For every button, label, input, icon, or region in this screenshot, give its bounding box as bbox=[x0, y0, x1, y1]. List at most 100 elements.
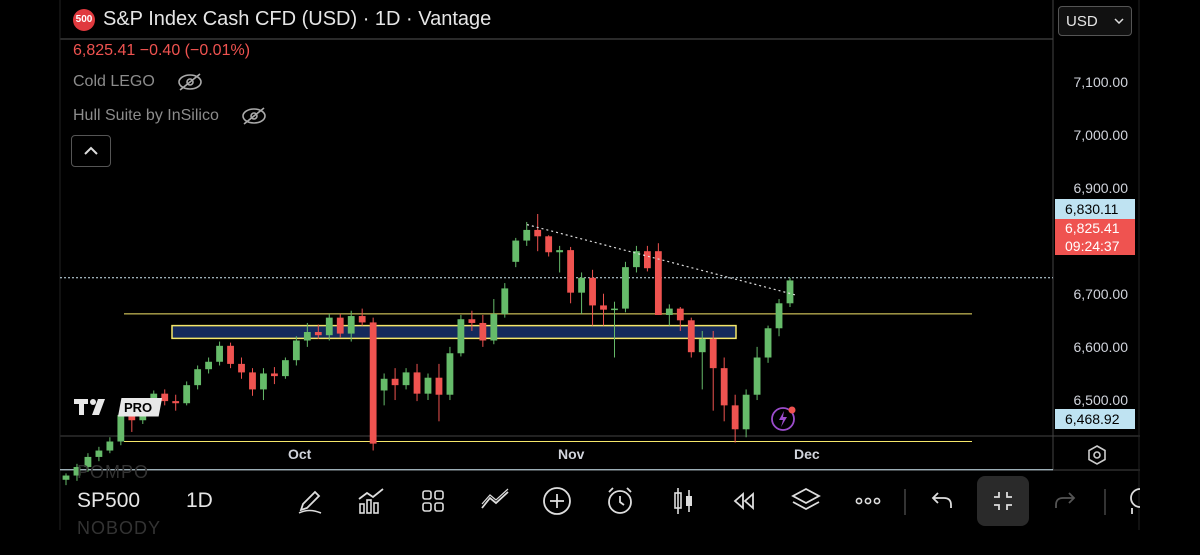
layers-icon[interactable] bbox=[789, 484, 823, 518]
pro-badge: PRO bbox=[118, 397, 163, 417]
candle-body bbox=[643, 251, 651, 269]
price-tick: 6,600.00 bbox=[1073, 339, 1129, 355]
time-tick: Dec bbox=[794, 446, 820, 462]
indicator-label: Cold LEGO bbox=[73, 73, 155, 90]
indicator-label: Hull Suite by InSilico bbox=[73, 107, 219, 124]
redo-icon[interactable] bbox=[1049, 484, 1083, 518]
lower-level-tag: 6,468.92 bbox=[1055, 409, 1135, 429]
candle-body bbox=[281, 360, 289, 377]
candle-body bbox=[654, 251, 662, 315]
interval-button[interactable]: 1D bbox=[186, 489, 213, 512]
candle-body bbox=[446, 353, 454, 395]
candle-body bbox=[369, 322, 377, 444]
chevron-up-icon bbox=[84, 146, 98, 155]
currency-value: USD bbox=[1066, 12, 1098, 30]
candle-body bbox=[62, 475, 70, 480]
candle-body bbox=[764, 328, 772, 358]
candle-body bbox=[260, 373, 267, 390]
candle-body bbox=[753, 357, 761, 395]
candle-body bbox=[490, 313, 498, 341]
candle-body bbox=[271, 373, 278, 377]
candle-body bbox=[292, 340, 300, 361]
candle-body bbox=[216, 345, 223, 362]
candle-body bbox=[556, 250, 564, 253]
candle-body bbox=[457, 319, 465, 354]
more-icon[interactable] bbox=[851, 484, 885, 518]
candle-body bbox=[73, 467, 81, 476]
candle-body bbox=[402, 372, 410, 386]
eye-off-icon[interactable] bbox=[241, 106, 267, 126]
candle-body bbox=[611, 308, 618, 311]
candle-body bbox=[435, 377, 443, 395]
lightning-icon[interactable] bbox=[770, 405, 798, 433]
axis-settings-icon[interactable] bbox=[1086, 444, 1108, 466]
fullscreen-exit-icon[interactable] bbox=[986, 484, 1020, 518]
bar-style-icon[interactable] bbox=[666, 484, 700, 518]
price-change-line: 6,825.41 −0.40 (−0.01%) bbox=[73, 42, 251, 59]
candle-body bbox=[479, 322, 487, 341]
chart-header: 500 S&P Index Cash CFD (USD) · 1D · Vant… bbox=[73, 8, 491, 31]
candle-body bbox=[336, 317, 344, 334]
candle-body bbox=[205, 361, 213, 370]
candle-body bbox=[633, 251, 640, 268]
candle-body bbox=[325, 317, 333, 336]
candle-body bbox=[687, 320, 695, 353]
toolbar-divider bbox=[904, 489, 906, 515]
candle-body bbox=[194, 369, 202, 386]
eye-off-icon[interactable] bbox=[177, 72, 203, 92]
candle-body bbox=[534, 229, 542, 237]
candle-body bbox=[665, 308, 673, 315]
compare-icon[interactable] bbox=[478, 484, 512, 518]
candle-body bbox=[303, 331, 311, 341]
price-tick: 6,900.00 bbox=[1073, 180, 1129, 196]
layouts-icon[interactable] bbox=[416, 484, 450, 518]
price-tick: 6,500.00 bbox=[1073, 392, 1129, 408]
tradingview-logo: PRO bbox=[74, 397, 163, 417]
candle-body bbox=[128, 414, 136, 421]
currency-select[interactable]: USD bbox=[1058, 6, 1132, 36]
add-icon[interactable] bbox=[540, 484, 574, 518]
ghost-text: NOBODY bbox=[77, 518, 162, 538]
symbol-ticker[interactable]: SP500 bbox=[77, 489, 141, 512]
candle-body bbox=[424, 377, 432, 394]
candle-body bbox=[380, 378, 388, 391]
candle-body bbox=[161, 393, 169, 402]
candle-body bbox=[731, 405, 739, 430]
candle-body bbox=[567, 250, 575, 293]
candle-body bbox=[84, 456, 92, 468]
collapse-legend-button[interactable] bbox=[71, 135, 111, 167]
candle-body bbox=[775, 303, 783, 329]
chevron-down-icon bbox=[1114, 18, 1124, 24]
candle-body bbox=[600, 305, 607, 310]
candle-body bbox=[95, 450, 103, 457]
indicator-row-cold-lego[interactable]: Cold LEGO bbox=[73, 72, 203, 92]
candle-body bbox=[117, 414, 125, 442]
candle-body bbox=[358, 316, 366, 323]
ghost-text: POMPO bbox=[77, 462, 150, 482]
toolbar-divider bbox=[1104, 489, 1106, 515]
candle-body bbox=[578, 277, 585, 293]
candle-body bbox=[172, 401, 180, 404]
candle-body bbox=[238, 363, 245, 373]
partial-icon[interactable] bbox=[1120, 484, 1140, 518]
bar-countdown: 09:24:37 bbox=[1065, 238, 1120, 254]
candle-body bbox=[698, 338, 706, 353]
candle-body bbox=[742, 394, 750, 430]
indicators-icon[interactable] bbox=[354, 484, 388, 518]
candle-body bbox=[183, 385, 191, 404]
candle-body bbox=[676, 308, 684, 321]
upper-level-tag: 6,830.11 bbox=[1055, 199, 1135, 219]
chart-title[interactable]: S&P Index Cash CFD (USD) · 1D · Vantage bbox=[103, 8, 492, 30]
candle-body bbox=[468, 319, 476, 323]
candle-body bbox=[413, 372, 421, 394]
last-price-value: 6,825.41 bbox=[1065, 220, 1120, 236]
candle-body bbox=[786, 280, 794, 304]
time-tick: Oct bbox=[288, 446, 312, 462]
undo-icon[interactable] bbox=[924, 484, 958, 518]
alert-icon[interactable] bbox=[603, 484, 637, 518]
replay-icon[interactable] bbox=[727, 484, 761, 518]
indicator-row-hull-suite[interactable]: Hull Suite by InSilico bbox=[73, 106, 267, 126]
price-tick: 7,000.00 bbox=[1073, 127, 1129, 143]
drawing-icon[interactable] bbox=[293, 484, 327, 518]
